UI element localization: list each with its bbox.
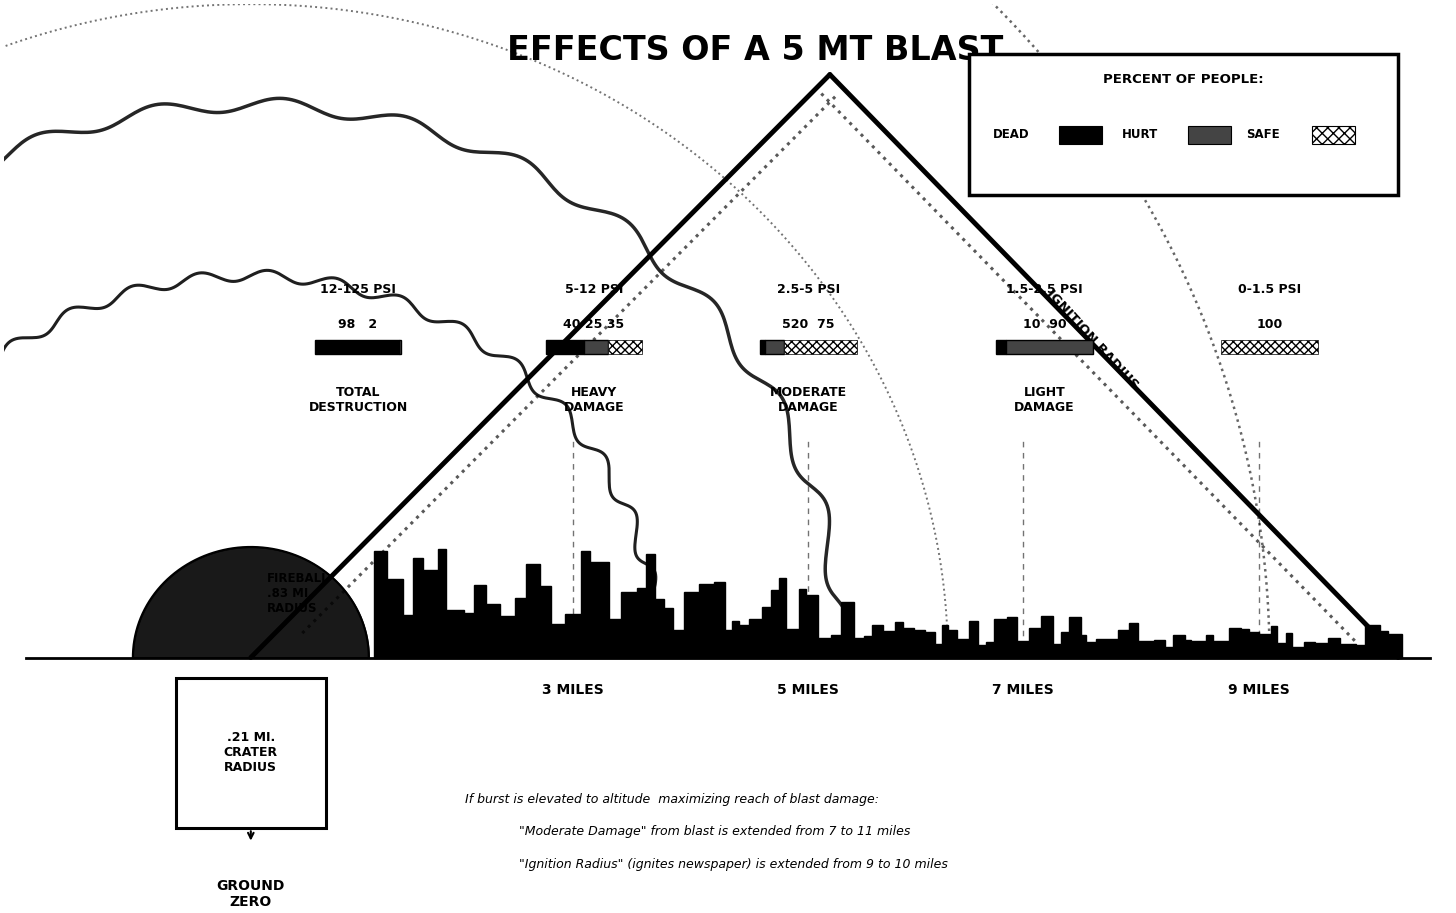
Text: 3 MILES: 3 MILES	[542, 683, 603, 697]
Polygon shape	[374, 550, 1402, 657]
Text: SAFE: SAFE	[1246, 128, 1280, 142]
Text: MODERATE
DAMAGE: MODERATE DAMAGE	[770, 386, 847, 415]
Text: DEAD: DEAD	[993, 128, 1029, 142]
Text: 7 MILES: 7 MILES	[992, 683, 1054, 697]
Text: 100: 100	[1257, 318, 1283, 331]
Text: TOTAL
DESTRUCTION: TOTAL DESTRUCTION	[309, 386, 408, 415]
Bar	[1006, 340, 1092, 354]
Text: 12-125 PSI: 12-125 PSI	[320, 283, 396, 296]
Bar	[785, 340, 856, 354]
Bar	[1060, 126, 1102, 143]
Bar	[970, 55, 1398, 195]
Text: 5 MILES: 5 MILES	[778, 683, 839, 697]
Bar	[1188, 126, 1230, 143]
Text: 98   2: 98 2	[338, 318, 377, 331]
Bar	[760, 340, 764, 354]
Text: 1.5-2.5 PSI: 1.5-2.5 PSI	[1006, 283, 1083, 296]
Text: 9 MILES: 9 MILES	[1227, 683, 1290, 697]
Text: 40 25 35: 40 25 35	[563, 318, 625, 331]
Text: LIGHT
DAMAGE: LIGHT DAMAGE	[1013, 386, 1075, 415]
Text: EFFECTS OF A 5 MT BLAST: EFFECTS OF A 5 MT BLAST	[507, 35, 1003, 68]
Text: 2.5-5 PSI: 2.5-5 PSI	[778, 283, 840, 296]
Text: 10  90: 10 90	[1022, 318, 1066, 331]
Bar	[546, 340, 584, 354]
Bar	[764, 340, 785, 354]
Bar	[1222, 340, 1318, 354]
Text: 0-1.5 PSI: 0-1.5 PSI	[1238, 283, 1302, 296]
Text: 520  75: 520 75	[782, 318, 834, 331]
Text: GROUND
ZERO: GROUND ZERO	[217, 878, 285, 908]
Bar	[1312, 126, 1356, 143]
Bar	[584, 340, 609, 354]
Text: FIREBALL
.83 MI.
RADIUS: FIREBALL .83 MI. RADIUS	[266, 572, 329, 615]
Bar	[609, 340, 642, 354]
Text: .21 MI.
CRATER
RADIUS: .21 MI. CRATER RADIUS	[224, 731, 278, 774]
Bar	[399, 340, 400, 354]
Text: 5-12 PSI: 5-12 PSI	[565, 283, 623, 296]
Bar	[996, 340, 1006, 354]
Text: IGNITION RADIUS: IGNITION RADIUS	[1044, 288, 1142, 392]
Text: HEAVY
DAMAGE: HEAVY DAMAGE	[563, 386, 625, 415]
Text: "Moderate Damage" from blast is extended from 7 to 11 miles: "Moderate Damage" from blast is extended…	[518, 825, 910, 838]
Bar	[176, 677, 326, 828]
Text: "Ignition Radius" (ignites newspaper) is extended from 9 to 10 miles: "Ignition Radius" (ignites newspaper) is…	[518, 857, 948, 870]
Text: HURT: HURT	[1121, 128, 1158, 142]
Text: PERCENT OF PEOPLE:: PERCENT OF PEOPLE:	[1104, 72, 1264, 86]
Bar	[314, 340, 399, 354]
Text: If burst is elevated to altitude  maximizing reach of blast damage:: If burst is elevated to altitude maximiz…	[466, 793, 879, 806]
